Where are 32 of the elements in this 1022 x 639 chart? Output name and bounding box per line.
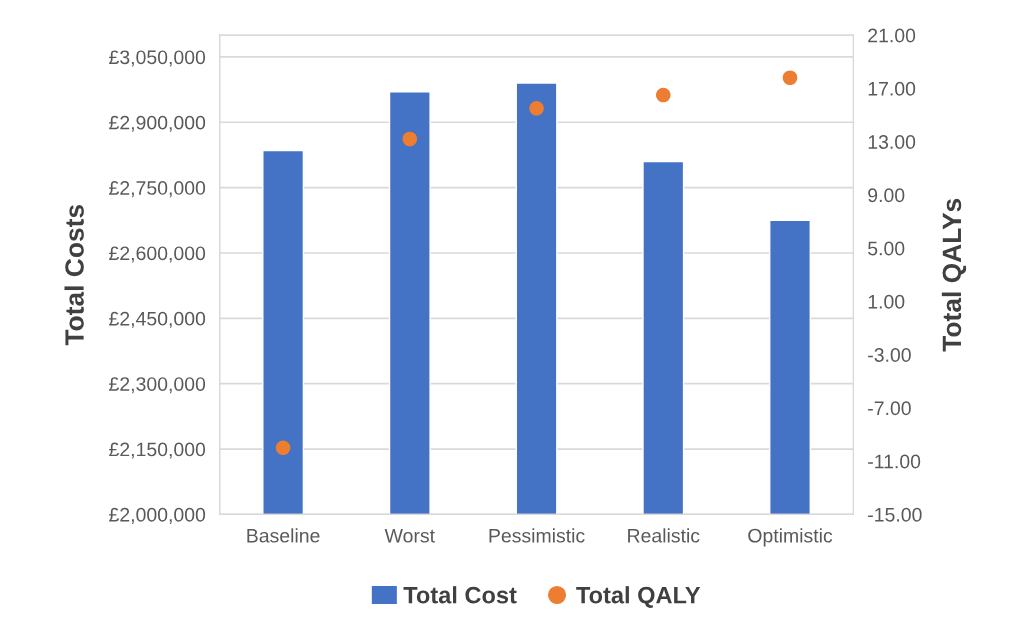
y2-tick-label: -15.00: [868, 507, 922, 522]
y-tick-label: £2,900,000: [109, 115, 206, 132]
y-tick-label: £2,600,000: [109, 246, 206, 263]
y2-tick-label: 17.00: [868, 81, 916, 96]
legend-label: Total QALY: [576, 586, 701, 608]
y-axis-title: Total Costs: [64, 204, 84, 346]
x-tick-label: Realistic: [628, 528, 700, 543]
y-tick-label: £2,000,000: [109, 507, 206, 524]
y2-tick-label: 9.00: [868, 188, 905, 203]
y-tick-label: £2,150,000: [109, 442, 206, 459]
y2-tick-label: 5.00: [868, 241, 905, 256]
x-tick-label: Pessimistic: [489, 528, 585, 543]
x-tick-label: Baseline: [247, 528, 320, 543]
point: [275, 440, 291, 456]
y2-axis-title: Total QALYs: [941, 198, 967, 352]
y2-tick-label: 1.00: [868, 294, 905, 309]
y2-tick-label: -3.00: [868, 348, 911, 362]
y2-tick-label: -7.00: [868, 401, 911, 416]
x-tick-label: Optimistic: [748, 528, 833, 547]
y2-tick-label: 21.00: [868, 28, 916, 43]
y-tick-label: £2,450,000: [109, 311, 206, 328]
point: [782, 70, 798, 86]
point: [655, 87, 671, 103]
y2-tick-label: 13.00: [868, 135, 916, 149]
point: [529, 101, 544, 116]
y-tick-label: £2,750,000: [109, 181, 206, 198]
y2-tick-label: -11.00: [868, 454, 921, 469]
legend-label: Total Cost: [403, 586, 517, 604]
y-tick-label: £2,300,000: [109, 377, 206, 394]
y-tick-label: £3,050,000: [109, 50, 206, 67]
point: [402, 131, 418, 147]
x-tick-label: Worst: [384, 529, 435, 543]
